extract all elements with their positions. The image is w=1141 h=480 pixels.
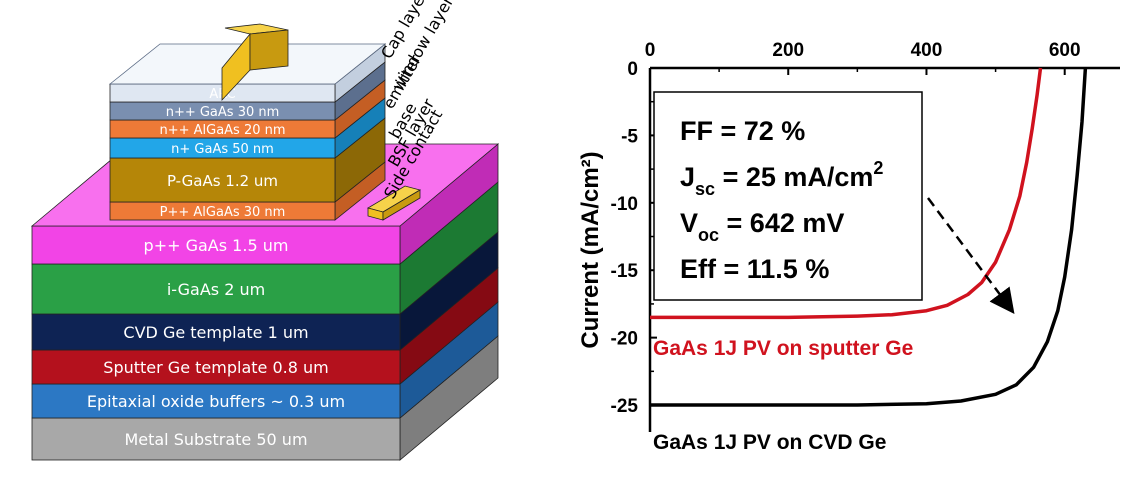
layer-label: n+ GaAs 50 nm <box>171 142 274 157</box>
shift-arrow <box>926 197 1015 315</box>
stats-box-frame <box>653 91 923 301</box>
stat-jsc-rest: = 25 mA/cm <box>715 162 873 192</box>
layer-front-face <box>31 225 401 265</box>
x-tick-label: 400 <box>911 40 943 61</box>
layer-label: i-GaAs 2 um <box>167 280 265 299</box>
stat-jsc: Jsc = 25 mA/cm2 <box>680 158 883 199</box>
y-tick-label: -10 <box>611 194 638 215</box>
series-line-cvd-ge <box>650 67 1088 407</box>
x-tick-label: 600 <box>1049 40 1081 61</box>
y-axis-label: Current (mA/cm²) <box>577 151 604 348</box>
layer-label: n++ GaAs 30 nm <box>166 105 280 120</box>
layer-label: Metal Substrate 50 um <box>124 430 307 449</box>
stat-jsc-sub: sc <box>695 179 715 199</box>
top-contact-side <box>249 29 289 71</box>
series-labels: GaAs 1J PV on sputter Ge GaAs 1J PV on CV… <box>653 337 913 454</box>
stat-voc-sub: oc <box>698 225 719 245</box>
series-line-sputter-ge <box>650 67 1043 320</box>
layer-label: P-GaAs 1.2 um <box>167 172 278 190</box>
stat-voc-main: V <box>680 208 698 238</box>
layer-front-face <box>31 313 401 351</box>
y-tick-label: 0 <box>627 59 638 80</box>
layer-label: CVD Ge template 1 um <box>123 323 308 342</box>
chart-series <box>650 67 1088 407</box>
layer-label: p++ GaAs 1.5 um <box>144 236 289 255</box>
stat-ff: FF = 72 % <box>680 116 805 146</box>
layer-label: Sputter Ge template 0.8 um <box>103 358 328 377</box>
x-tick-label: 0 <box>645 40 656 61</box>
stat-eff: Eff = 11.5 % <box>680 254 829 284</box>
y-tick-label: -5 <box>621 126 638 147</box>
layer-label: Epitaxial oxide buffers ~ 0.3 um <box>87 392 345 411</box>
stat-voc: Voc = 642 mV <box>680 208 844 245</box>
chart-axes: 0 200 400 600 0 -5 -10 -15 -20 -25 Current (mA/cm²… <box>577 40 1120 432</box>
stats-box: FF = 72 % Jsc = 25 mA/cm2 Voc = 642 mV Eff … <box>653 91 923 301</box>
series-label-cvd-ge: GaAs 1J PV on CVD Ge <box>653 431 886 454</box>
y-tick-label: -25 <box>611 396 639 417</box>
x-tick-label: 200 <box>772 40 804 61</box>
layer-stack-diagram: Metal Substrate 50 um Epitaxial oxide buf… <box>30 0 500 461</box>
layer-label: P++ AlGaAs 30 nm <box>160 205 286 220</box>
top-layer-stack: P++ AlGaAs 30 nm P-GaAs 1.2 um n+ GaAs 50 … <box>108 23 422 221</box>
layer-front-face <box>31 417 401 461</box>
side-contact-side <box>382 189 421 221</box>
y-tick-label: -15 <box>611 261 639 282</box>
series-label-sputter-ge: GaAs 1J PV on sputter Ge <box>653 337 913 360</box>
y-tick-label: -20 <box>611 329 638 350</box>
layer-label: n++ AlGaAs 20 nm <box>159 123 285 138</box>
stat-jsc-main: J <box>680 162 695 192</box>
stat-jsc-sup: 2 <box>873 158 883 178</box>
stat-voc-rest: = 642 mV <box>719 208 844 238</box>
layer-front-face <box>109 157 336 203</box>
